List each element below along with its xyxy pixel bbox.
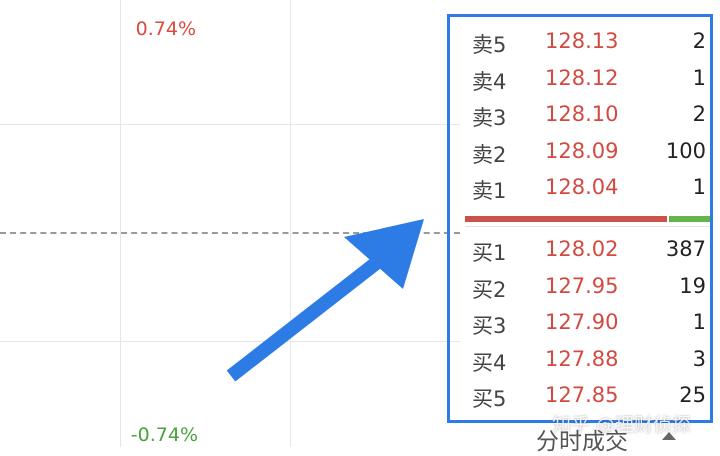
level-label: 买4 — [472, 350, 507, 375]
ask-row[interactable]: 卖1 128.04 1 — [450, 169, 710, 205]
level-volume: 1 — [692, 310, 706, 334]
sell-ratio-fill — [669, 216, 710, 222]
grid-line — [120, 0, 121, 447]
level-volume: 387 — [665, 237, 706, 261]
level-price: 128.12 — [545, 65, 619, 90]
level-label: 买1 — [472, 241, 507, 265]
level-volume: 19 — [679, 273, 706, 298]
level-price: 128.13 — [545, 29, 619, 53]
level-price: 128.04 — [545, 175, 619, 199]
ask-row[interactable]: 卖5 128.13 2 — [450, 23, 710, 59]
intraday-chart: 0.74% -0.74% — [0, 0, 460, 447]
pct-top-label: 0.74% — [135, 18, 196, 40]
grid-line — [0, 341, 460, 342]
ask-row[interactable]: 卖4 128.12 1 — [450, 60, 710, 96]
level-label: 卖4 — [472, 69, 507, 94]
level-price: 127.85 — [545, 383, 619, 407]
level-volume: 25 — [679, 383, 706, 407]
annotation-arrow-icon — [226, 219, 424, 382]
level-volume: 2 — [692, 102, 706, 126]
bid-row[interactable]: 买4 127.88 3 — [450, 341, 710, 377]
level-volume: 2 — [692, 29, 706, 53]
level-label: 卖5 — [472, 33, 507, 57]
pct-bottom-label: -0.74% — [130, 424, 198, 446]
grid-line — [0, 124, 460, 125]
ask-row[interactable]: 卖2 128.09 100 — [450, 133, 710, 169]
level-label: 卖2 — [472, 142, 507, 167]
watermark: 知乎 @理财侦探 — [552, 414, 692, 436]
bid-row[interactable]: 买2 127.95 19 — [450, 268, 710, 304]
order-book-panel: 卖5 128.13 2 卖4 128.12 1 卖3 128.10 2 卖2 128.09 100 卖1… — [447, 14, 713, 423]
bid-row[interactable]: 买3 127.90 1 — [450, 304, 710, 340]
level-label: 卖3 — [472, 106, 507, 130]
buy-sell-ratio-bar — [465, 216, 710, 222]
caret-up-icon[interactable] — [662, 432, 676, 440]
grid-line — [290, 0, 291, 447]
level-price: 127.95 — [545, 273, 619, 298]
level-price: 127.88 — [545, 346, 619, 371]
divider — [465, 226, 710, 227]
level-volume: 1 — [692, 65, 706, 90]
prev-close-line — [0, 232, 460, 234]
buy-ratio-fill — [465, 216, 667, 222]
ask-row[interactable]: 卖3 128.10 2 — [450, 96, 710, 132]
level-price: 128.10 — [545, 102, 619, 126]
tab-time-sales[interactable]: 分时成交 — [536, 429, 628, 455]
level-label: 买3 — [472, 314, 507, 338]
bid-row[interactable]: 买1 128.02 387 — [450, 231, 710, 267]
level-volume: 3 — [692, 346, 706, 371]
level-label: 买5 — [472, 387, 507, 411]
level-price: 128.09 — [545, 138, 619, 163]
level-volume: 1 — [692, 175, 706, 199]
level-volume: 100 — [665, 138, 706, 163]
level-price: 128.02 — [545, 237, 619, 261]
bid-row[interactable]: 买5 127.85 25 — [450, 377, 710, 413]
level-label: 卖1 — [472, 179, 507, 203]
level-price: 127.90 — [545, 310, 619, 334]
level-label: 买2 — [472, 277, 507, 302]
